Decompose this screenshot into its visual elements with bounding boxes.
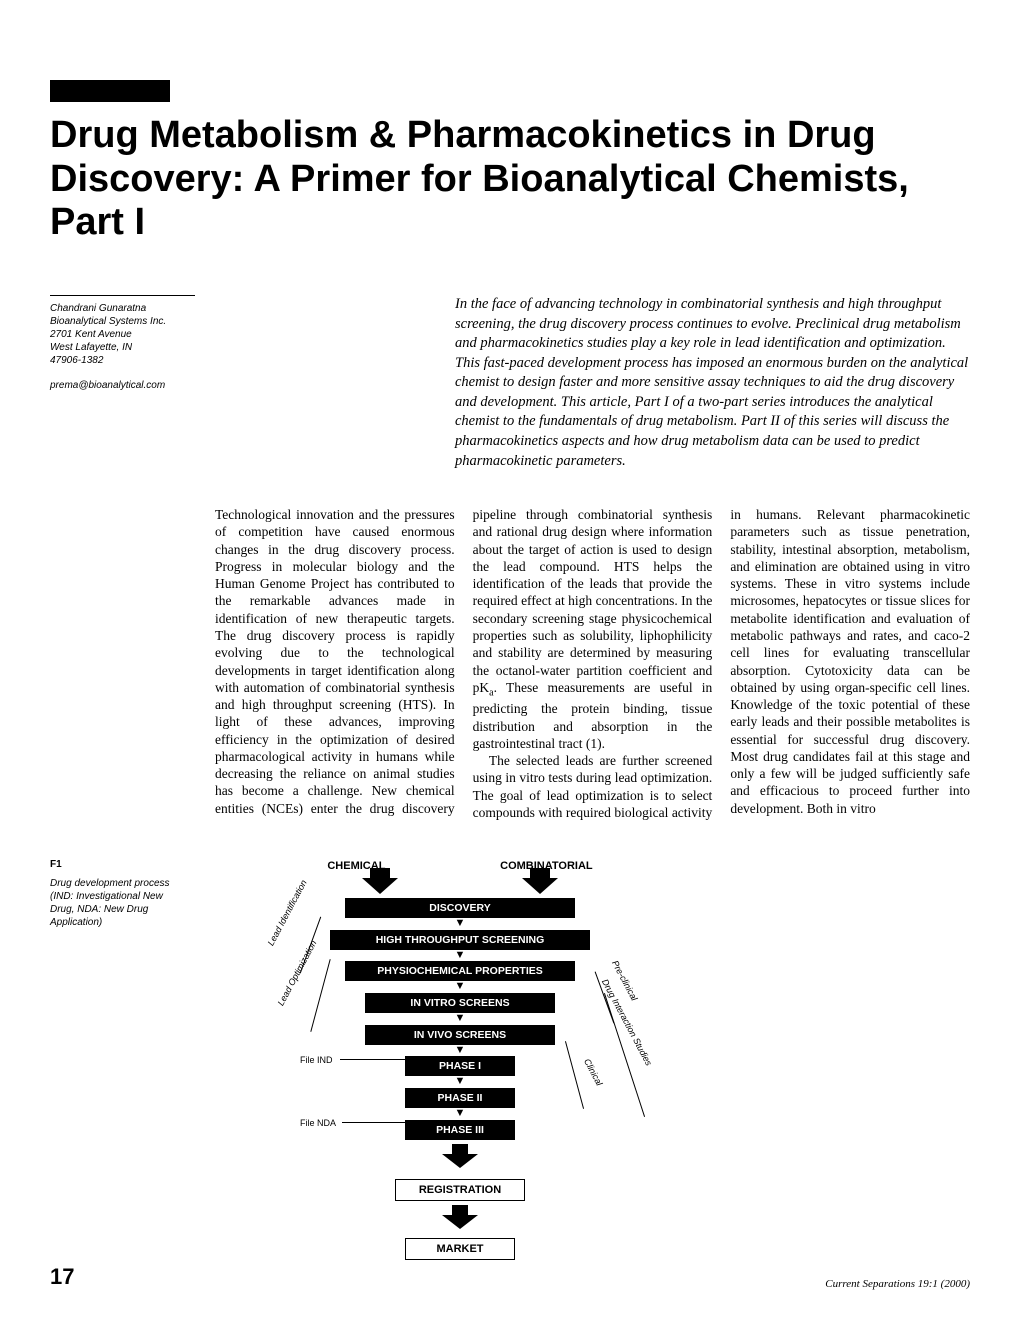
stage-market: MARKET [405, 1238, 515, 1260]
down-arrow-icon [240, 1205, 680, 1234]
stage-invitro: IN VITRO SCREENS [365, 993, 555, 1013]
stage-phase1: PHASE I [405, 1056, 515, 1076]
stage-invivo: IN VIVO SCREENS [365, 1025, 555, 1045]
figure-caption-text: Drug development process (IND: Investiga… [50, 878, 170, 928]
down-arrow-icon: ▼ [240, 920, 680, 928]
page-number: 17 [50, 1264, 74, 1290]
down-arrow-icon: ▼ [240, 1110, 680, 1118]
stage-discovery: DISCOVERY [345, 898, 575, 918]
abstract-wrap: In the face of advancing technology in c… [235, 295, 970, 471]
author-org: Bioanalytical Systems Inc. [50, 315, 195, 328]
label-lead-optimization: Lead Optimization [276, 939, 319, 1008]
down-arrow-icon: ▼ [240, 1047, 680, 1055]
stage-phase2: PHASE II [405, 1088, 515, 1108]
stage-phase3: PHASE III [405, 1120, 515, 1140]
journal-citation: Current Separations 19:1 (2000) [825, 1278, 970, 1290]
author-email: prema@bioanalytical.com [50, 379, 195, 392]
body-p3b: . These measurements are useful in predi… [473, 680, 713, 751]
connector-line [340, 1059, 405, 1060]
body-p1: Technological innovation and the pressur… [215, 507, 455, 746]
label-file-ind: File IND [300, 1055, 333, 1065]
figure-number: F1 [50, 858, 185, 871]
stage-hts: HIGH THROUGHPUT SCREENING [330, 930, 590, 950]
header-black-bar [50, 80, 170, 102]
figure-caption: F1 Drug development process (IND: Invest… [50, 858, 185, 929]
author-name: Chandrani Gunaratna [50, 302, 195, 315]
author-block: Chandrani Gunaratna Bioanalytical System… [50, 295, 195, 471]
down-arrow-icon [362, 878, 398, 894]
author-zip: 47906-1382 [50, 354, 195, 367]
top-section: Chandrani Gunaratna Bioanalytical System… [50, 295, 970, 471]
author-addr1: 2701 Kent Avenue [50, 328, 195, 341]
stage-registration: REGISTRATION [395, 1179, 525, 1201]
connector-line [342, 1122, 405, 1123]
article-title: Drug Metabolism & Pharmacokinetics in Dr… [50, 114, 970, 245]
left-margin [50, 506, 195, 821]
down-arrow-icon: ▼ [240, 1078, 680, 1086]
stage-physio: PHYSIOCHEMICAL PROPERTIES [345, 961, 575, 981]
down-arrow-icon [240, 1144, 680, 1173]
down-arrow-icon [522, 878, 558, 894]
abstract-text: In the face of advancing technology in c… [455, 295, 970, 471]
figure-diagram: CHEMICAL COMBINATORIAL DISCOVERY ▼ HIGH … [240, 860, 680, 1240]
author-addr2: West Lafayette, IN [50, 341, 195, 354]
page-footer: 17 Current Separations 19:1 (2000) [50, 1264, 970, 1290]
body-text: Technological innovation and the pressur… [215, 506, 970, 821]
body-section: Technological innovation and the pressur… [50, 506, 970, 821]
label-file-nda: File NDA [300, 1118, 336, 1128]
